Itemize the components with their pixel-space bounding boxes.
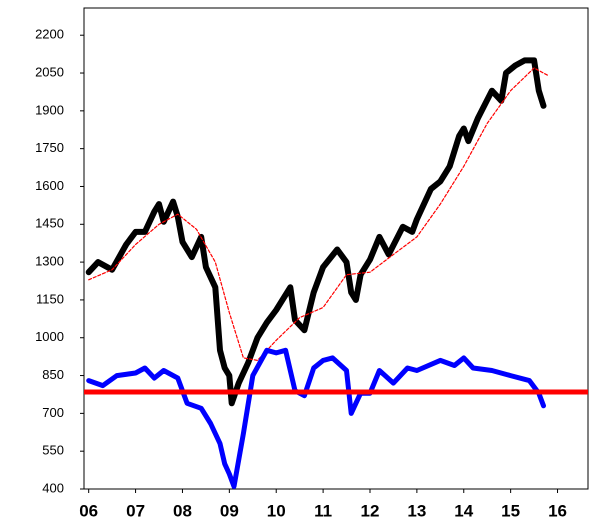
y-tick-label: 1000 bbox=[35, 329, 64, 344]
y-tick-label: 1750 bbox=[35, 140, 64, 155]
x-tick-label: 09 bbox=[220, 501, 239, 520]
line-series bbox=[88, 67, 549, 361]
y-tick-label: 1300 bbox=[35, 254, 64, 269]
line-series bbox=[85, 57, 547, 407]
x-tick-label: 06 bbox=[79, 501, 98, 520]
x-tick-label: 07 bbox=[126, 501, 145, 520]
y-tick-label: 1450 bbox=[35, 216, 64, 231]
y-tick-label: 2050 bbox=[35, 64, 64, 79]
y-tick-label: 850 bbox=[42, 367, 64, 382]
y-tick-label: 1600 bbox=[35, 178, 64, 193]
y-tick-label: 700 bbox=[42, 405, 64, 420]
x-tick-label: 10 bbox=[267, 501, 286, 520]
x-tick-label: 08 bbox=[173, 501, 192, 520]
y-tick-label: 550 bbox=[42, 443, 64, 458]
line-series bbox=[86, 347, 546, 489]
x-tick-label: 15 bbox=[501, 501, 520, 520]
y-tick-label: 400 bbox=[42, 480, 64, 495]
x-tick-label: 13 bbox=[407, 501, 426, 520]
y-tick-label: 2200 bbox=[35, 27, 64, 42]
y-tick-label: 1900 bbox=[35, 102, 64, 117]
x-tick-label: 14 bbox=[454, 501, 473, 520]
x-tick-label: 12 bbox=[361, 501, 380, 520]
x-tick-label: 11 bbox=[314, 501, 332, 520]
plot-frame bbox=[83, 7, 589, 490]
y-tick-label: 1150 bbox=[36, 291, 64, 306]
x-tick-label: 16 bbox=[548, 501, 567, 520]
